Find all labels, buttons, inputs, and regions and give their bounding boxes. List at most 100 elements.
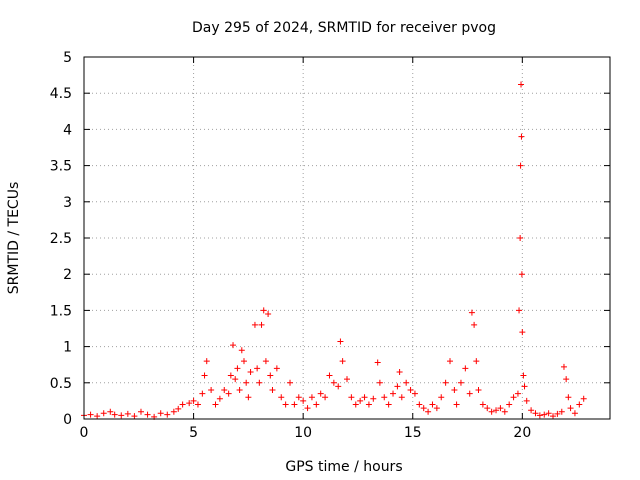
data-point-marker <box>94 413 101 420</box>
data-point-marker <box>438 394 445 401</box>
data-point-marker <box>545 410 552 417</box>
data-point-marker <box>236 387 243 394</box>
data-point-marker <box>374 359 381 366</box>
data-point-marker <box>510 394 517 401</box>
data-point-marker <box>230 342 237 349</box>
x-tick-label: 5 <box>189 425 198 441</box>
data-point-marker <box>227 372 234 379</box>
data-point-marker <box>157 410 164 417</box>
data-point-marker <box>536 412 543 419</box>
data-point-marker <box>523 397 530 404</box>
data-point-marker <box>245 394 252 401</box>
data-point-marker <box>493 407 500 414</box>
data-point-marker <box>194 401 201 408</box>
data-point-marker <box>517 162 524 169</box>
data-point-marker <box>576 401 583 408</box>
data-point-marker <box>416 401 423 408</box>
data-point-marker <box>488 408 495 415</box>
data-point-marker <box>179 401 186 408</box>
data-point-marker <box>514 390 521 397</box>
x-tick-label: 0 <box>80 425 89 441</box>
y-tick-label: 0 <box>63 412 72 428</box>
data-point-marker <box>258 321 265 328</box>
data-point-marker <box>265 311 272 318</box>
data-point-marker <box>453 401 460 408</box>
grid-lines <box>84 57 610 419</box>
data-point-marker <box>212 401 219 408</box>
data-point-marker <box>254 365 261 372</box>
data-point-marker <box>411 390 418 397</box>
data-point-marker <box>269 387 276 394</box>
data-point-marker <box>344 376 350 383</box>
x-tick-label: 10 <box>294 425 312 441</box>
data-point-marker <box>137 408 144 415</box>
data-point-marker <box>516 307 523 314</box>
data-point-marker <box>238 347 245 354</box>
data-point-marker <box>256 379 263 386</box>
data-point-marker <box>563 376 570 383</box>
data-point-marker <box>473 358 480 365</box>
data-point-marker <box>164 411 171 418</box>
data-point-marker <box>111 411 118 418</box>
x-tick-label: 20 <box>513 425 531 441</box>
data-point-marker <box>554 410 561 417</box>
y-tick-label: 1 <box>63 340 72 356</box>
data-point-marker <box>232 376 239 383</box>
y-tick-label: 3 <box>63 195 72 211</box>
data-point-marker <box>403 379 410 386</box>
data-point-marker <box>560 363 567 370</box>
data-point-marker <box>462 365 469 372</box>
data-point-marker <box>339 358 346 365</box>
data-point-marker <box>131 413 138 420</box>
data-point-marker <box>420 405 427 412</box>
data-point-marker <box>221 387 228 394</box>
data-point-marker <box>501 408 508 415</box>
data-point-marker <box>550 413 557 420</box>
data-point-marker <box>87 411 94 418</box>
data-point-marker <box>300 397 307 404</box>
data-point-marker <box>370 395 377 402</box>
data-point-marker <box>322 394 329 401</box>
data-point-marker <box>144 411 151 418</box>
data-point-marker <box>571 410 578 417</box>
data-point-marker <box>396 368 403 375</box>
data-point-marker <box>394 383 401 390</box>
data-point-marker <box>100 410 107 417</box>
data-point-marker <box>308 394 315 401</box>
data-point-marker <box>468 309 475 316</box>
data-point-marker <box>199 390 206 397</box>
data-point-marker <box>291 401 298 408</box>
data-point-marker <box>484 405 491 412</box>
data-point-marker <box>243 379 250 386</box>
data-point-marker <box>520 372 527 379</box>
data-point-marker <box>251 321 258 328</box>
data-point-marker <box>479 401 486 408</box>
data-point-marker <box>225 390 232 397</box>
data-point-marker <box>317 390 324 397</box>
data-point-marker <box>326 372 333 379</box>
data-point-marker <box>107 408 114 415</box>
y-tick-label: 5 <box>63 50 72 66</box>
data-point-marker <box>216 395 223 402</box>
data-point-marker <box>273 365 280 372</box>
data-point-marker <box>398 394 405 401</box>
y-tick-label: 3.5 <box>50 159 72 175</box>
data-point-marker <box>517 235 524 241</box>
data-point-marker <box>447 358 454 365</box>
y-tick-label: 2.5 <box>50 231 72 247</box>
data-point-marker <box>567 405 574 412</box>
data-point-marker <box>518 81 525 88</box>
data-point-marker <box>337 338 344 345</box>
data-point-marker <box>506 401 513 408</box>
data-point-marker <box>175 405 182 412</box>
data-point-marker <box>519 329 526 336</box>
data-point-marker <box>407 387 414 394</box>
data-point-marker <box>433 405 440 412</box>
data-point-marker <box>451 387 458 394</box>
data-point-marker <box>234 365 241 372</box>
plot-frame <box>83 56 611 420</box>
data-point-marker <box>201 372 208 379</box>
data-point-marker <box>425 408 432 415</box>
data-point-marker <box>381 394 388 401</box>
